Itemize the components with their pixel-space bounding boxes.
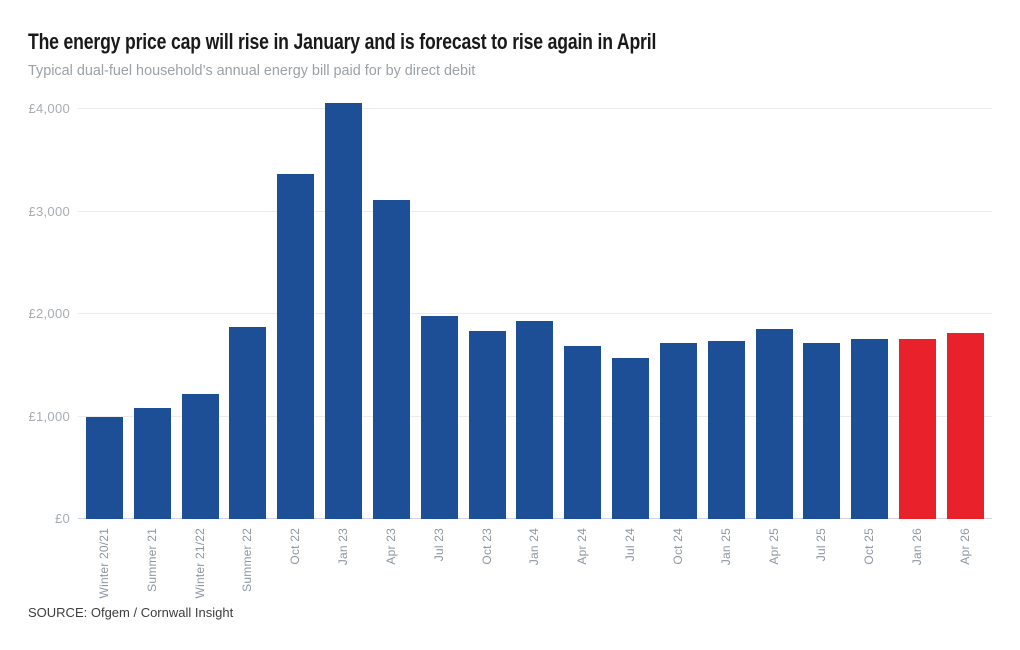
x-axis-tick-label: Oct 23 xyxy=(479,528,494,565)
chart-subtitle: Typical dual-fuel household’s annual ene… xyxy=(28,62,476,79)
bar-oct-25 xyxy=(851,339,889,519)
x-axis-tick-label: Oct 25 xyxy=(862,528,877,565)
bar-oct-24 xyxy=(659,343,697,519)
x-axis-tick-label: Apr 24 xyxy=(575,528,590,565)
x-axis-tick-label: Summer 21 xyxy=(144,528,159,592)
y-axis-tick-label: £1,000 xyxy=(28,408,70,424)
chart-title: The energy price cap will rise in Januar… xyxy=(28,29,657,54)
x-axis-tick-label: Oct 24 xyxy=(670,528,685,565)
x-axis-tick-label: Oct 22 xyxy=(288,528,303,565)
y-axis-tick-label: £0 xyxy=(54,511,70,526)
gridline-4000 xyxy=(78,108,992,109)
x-axis-tick-label: Jul 24 xyxy=(623,528,638,562)
x-axis-tick-label: Jan 23 xyxy=(336,528,351,566)
x-axis-tick-label: Jan 26 xyxy=(910,528,925,566)
x-axis-tick-label: Summer 22 xyxy=(240,528,255,592)
x-axis-tick-label: Jan 25 xyxy=(718,528,733,566)
bar-winter-20-21 xyxy=(86,416,123,519)
bar-jan-24 xyxy=(516,321,554,519)
plot-area: £0 £1,000 £2,000 £3,000 £4,000 Winter 20/21 Su… xyxy=(28,99,992,598)
bar-jul-23 xyxy=(420,316,458,519)
bar-jan-26 xyxy=(899,338,937,519)
y-axis-tick-label: £3,000 xyxy=(28,203,70,219)
bar-summer-21 xyxy=(133,407,171,519)
bar-jan-25 xyxy=(707,340,745,519)
x-axis-tick-label: Apr 25 xyxy=(766,528,781,565)
bar-winter-21-22 xyxy=(181,394,219,519)
bar-jan-23 xyxy=(325,102,363,519)
x-axis-tick-label: Apr 26 xyxy=(957,528,972,565)
gridline-2000 xyxy=(78,313,992,314)
bar-oct-23 xyxy=(468,331,506,519)
x-axis-tick-label: Jul 23 xyxy=(431,528,446,562)
bar-jul-24 xyxy=(612,358,650,519)
bar-jul-25 xyxy=(803,342,841,519)
bar-apr-24 xyxy=(564,345,602,519)
gridline-3000 xyxy=(78,210,992,212)
x-axis-tick-label: Winter 21/22 xyxy=(192,528,207,599)
y-axis-tick-label: £2,000 xyxy=(28,306,70,321)
bar-summer-22 xyxy=(229,327,267,519)
x-axis-tick-label: Jan 24 xyxy=(527,528,542,566)
bar-oct-22 xyxy=(277,173,315,519)
bar-apr-25 xyxy=(755,329,793,519)
x-axis-tick-label: Apr 23 xyxy=(383,528,398,565)
x-axis-tick-label: Winter 20/21 xyxy=(97,528,111,599)
source-attribution: SOURCE: Ofgem / Cornwall Insight xyxy=(28,605,234,620)
bar-apr-23 xyxy=(372,199,410,519)
x-axis-tick-label: Jul 25 xyxy=(814,528,829,562)
y-axis-tick-label: £4,000 xyxy=(28,101,70,116)
bar-apr-26 xyxy=(946,333,984,519)
